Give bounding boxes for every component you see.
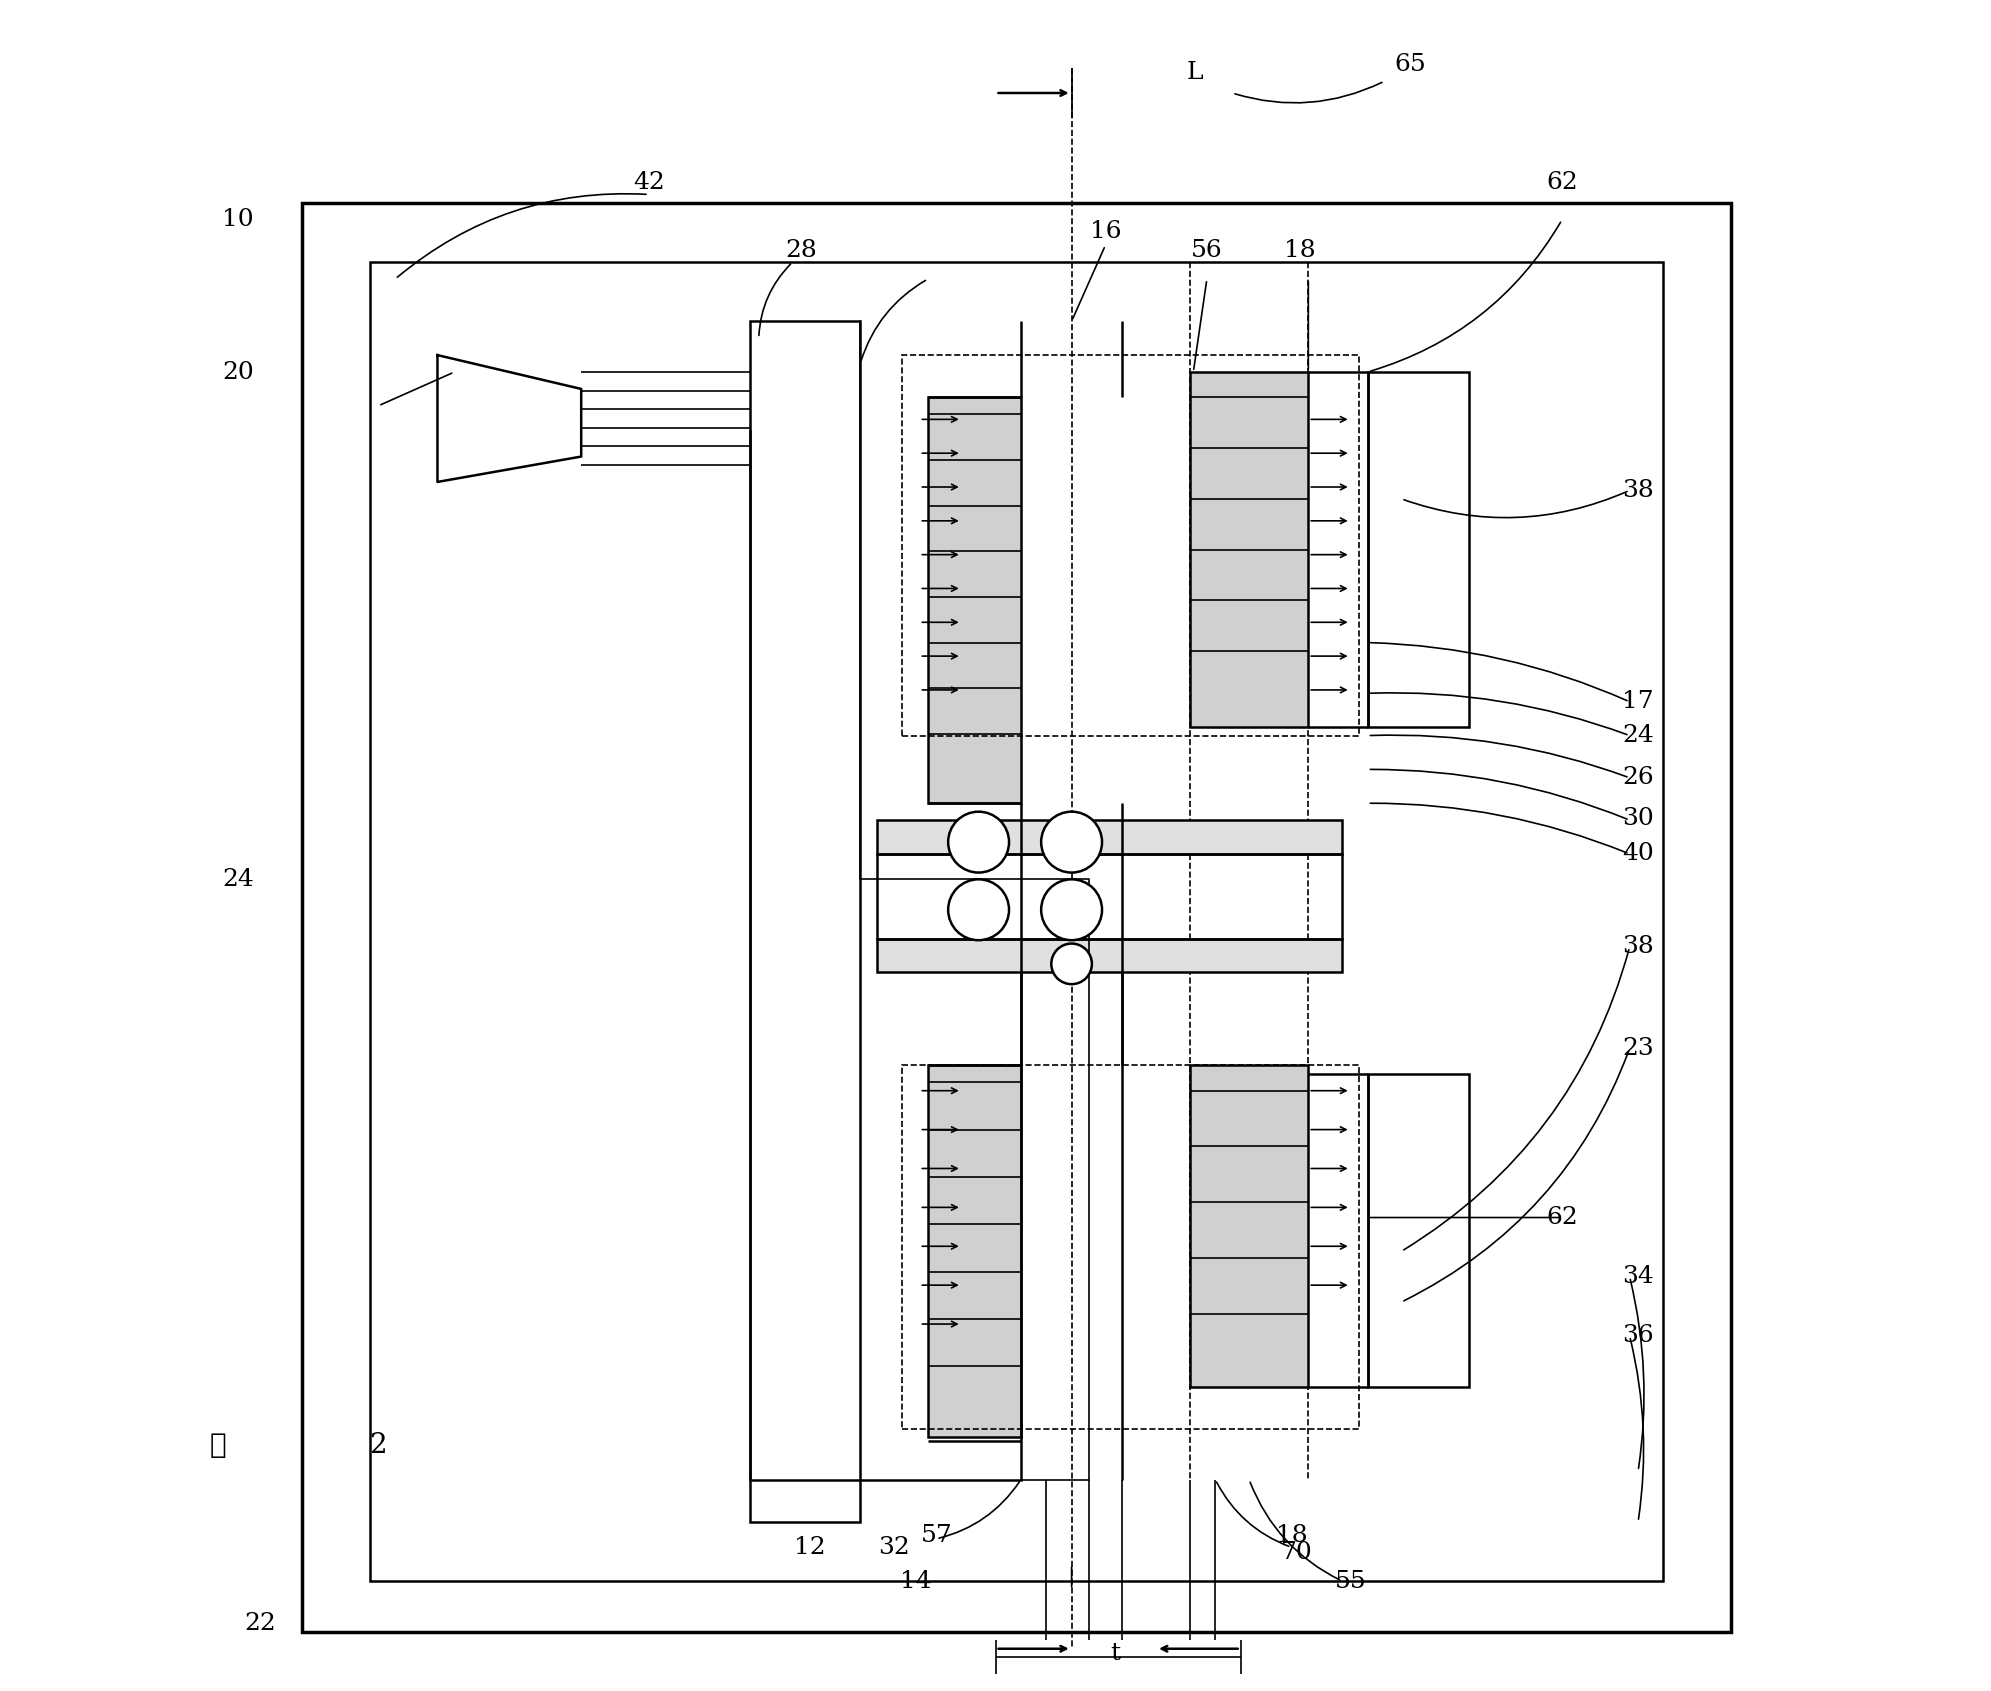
Circle shape [1041,879,1103,940]
Text: 65: 65 [1394,52,1426,76]
Text: 30: 30 [1623,807,1655,830]
Bar [370,262,1662,1581]
Text: 18: 18 [1276,1524,1308,1547]
Text: 16: 16 [1089,220,1121,244]
Text: 22: 22 [245,1612,277,1635]
Circle shape [1051,944,1091,984]
Bar [751,321,860,1522]
Text: 24: 24 [223,867,253,891]
Text: 34: 34 [1623,1265,1655,1289]
Text: 38: 38 [1623,479,1655,502]
Text: 12: 12 [794,1535,826,1559]
Text: t: t [1111,1642,1121,1666]
Text: 18: 18 [1284,238,1316,262]
Bar [878,820,1342,854]
Circle shape [948,879,1009,940]
Bar [303,203,1730,1632]
Text: 62: 62 [1547,1206,1577,1229]
Bar [1191,1065,1308,1387]
Bar [1368,1074,1469,1387]
Text: 20: 20 [223,360,253,384]
Circle shape [948,812,1009,873]
Text: 24: 24 [1623,724,1655,747]
Text: L: L [1187,61,1203,85]
Bar [928,397,1021,803]
Polygon shape [438,355,581,482]
Text: 62: 62 [1547,171,1577,194]
Text: 2: 2 [370,1432,386,1459]
Text: 17: 17 [1623,690,1655,714]
Text: 23: 23 [1623,1037,1655,1060]
Text: 26: 26 [1623,766,1655,790]
Text: 70: 70 [1280,1541,1312,1564]
Bar [878,939,1342,972]
Text: 14: 14 [900,1569,932,1593]
Bar [1191,372,1308,727]
Bar [902,1065,1360,1429]
Text: 图: 图 [209,1432,225,1459]
Circle shape [1041,812,1103,873]
Bar [902,355,1360,736]
Text: 56: 56 [1191,238,1222,262]
Text: 28: 28 [784,238,816,262]
Bar [878,854,1342,939]
Bar [1368,372,1469,727]
Text: 36: 36 [1623,1324,1655,1348]
Text: 55: 55 [1334,1569,1366,1593]
Text: 57: 57 [920,1524,952,1547]
Text: 38: 38 [1623,935,1655,959]
Bar [928,1065,1021,1437]
Text: 32: 32 [878,1535,910,1559]
Text: 10: 10 [223,208,253,232]
Text: 40: 40 [1623,842,1655,866]
Text: 42: 42 [633,171,665,194]
